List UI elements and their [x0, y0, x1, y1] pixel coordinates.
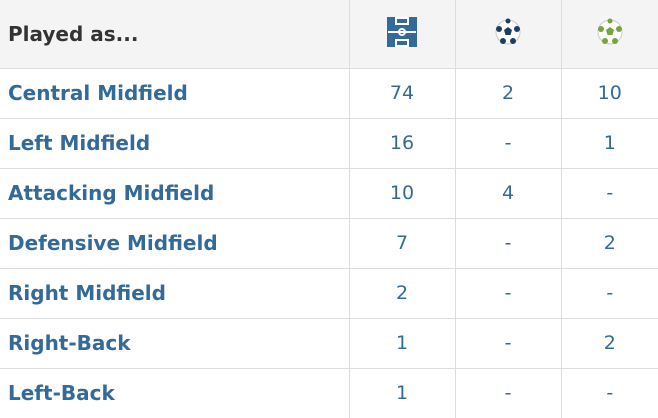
stat-cell: 4 — [454, 168, 561, 219]
table-row: Defensive Midfield 7-2 — [0, 218, 658, 269]
ball-icon-green — [560, 0, 658, 69]
stat-cell: 10 — [560, 68, 658, 119]
position-name[interactable]: Left-Back — [0, 368, 349, 418]
stat-cell: - — [454, 118, 561, 169]
table-row: Attacking Midfield 10 4- — [0, 168, 658, 219]
stat-cell: 2 — [560, 318, 658, 369]
position-name[interactable]: Left Midfield — [0, 118, 349, 169]
table-body: Central Midfield 74 2 10 Left Midfield 16-1 At… — [0, 68, 658, 418]
pitch-icon — [348, 0, 455, 69]
table-row: Right Midfield 2- - — [0, 268, 658, 319]
table-row: Left Midfield 16-1 — [0, 118, 658, 169]
stat-cell: 10 — [348, 168, 455, 219]
stat-cell: 2 — [454, 68, 561, 119]
ball-icon-dark — [454, 0, 561, 69]
table-row: Left-Back 1- - — [0, 368, 658, 418]
position-name[interactable]: Attacking Midfield — [0, 168, 349, 219]
header-row: Played as... — [0, 0, 658, 69]
stat-cell: - — [454, 318, 561, 369]
stat-cell: 1 — [348, 318, 455, 369]
stat-cell: 1 — [560, 118, 658, 169]
stat-cell: 7 — [348, 218, 455, 269]
stat-cell: - — [454, 368, 561, 418]
stat-cell: 74 — [348, 68, 455, 119]
position-name[interactable]: Defensive Midfield — [0, 218, 349, 269]
position-name[interactable]: Central Midfield — [0, 68, 349, 119]
position-name[interactable]: Right-Back — [0, 318, 349, 369]
stat-cell: 2 — [560, 218, 658, 269]
stat-cell: 1 — [348, 368, 455, 418]
stat-cell: - — [560, 268, 658, 319]
stat-cell: - — [454, 268, 561, 319]
stat-cell: - — [560, 168, 658, 219]
stat-cell: - — [454, 218, 561, 269]
table-row: Right-Back 1-2 — [0, 318, 658, 369]
stat-cell: 16 — [348, 118, 455, 169]
position-name[interactable]: Right Midfield — [0, 268, 349, 319]
stat-cell: - — [560, 368, 658, 418]
table-row: Central Midfield 74 2 10 — [0, 68, 658, 119]
stat-cell: 2 — [348, 268, 455, 319]
header-title: Played as... — [0, 0, 349, 69]
